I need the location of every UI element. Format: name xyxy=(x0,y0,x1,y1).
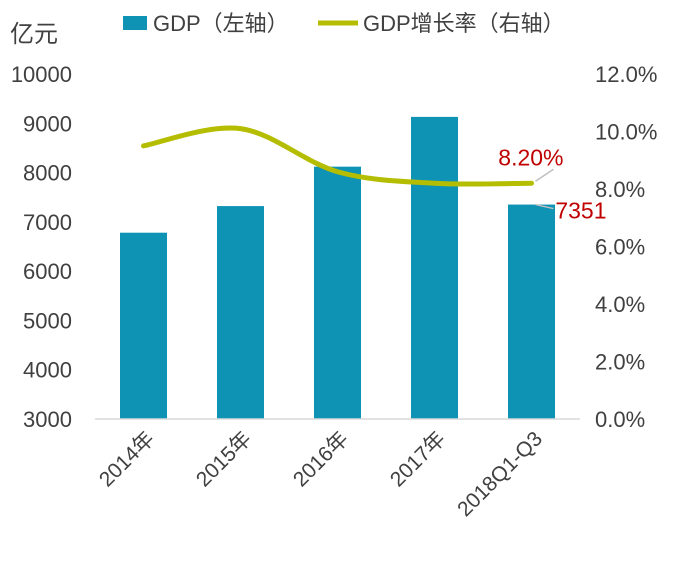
right-y-tick-label: 10.0% xyxy=(595,120,657,145)
annotation-leader xyxy=(535,168,554,182)
annotation-leader xyxy=(535,203,554,210)
gdp-bar xyxy=(411,116,458,419)
left-y-tick-label: 9000 xyxy=(23,111,72,136)
left-y-tick-label: 3000 xyxy=(23,407,72,432)
x-axis: 2014年 2015年 2016年 2017年 2018Q1-Q3 xyxy=(95,427,547,521)
legend: GDP（左轴） GDP增长率（右轴） xyxy=(123,11,565,36)
right-y-tick-label: 8.0% xyxy=(595,177,645,202)
gdp-annotation-label: 7351 xyxy=(555,198,606,224)
left-y-tick-label: 7000 xyxy=(23,210,72,235)
gdp-bar xyxy=(508,204,555,419)
annotations: 8.20% 7351 xyxy=(498,144,606,223)
bar-series xyxy=(120,116,555,419)
x-tick-label: 2015年 xyxy=(192,427,256,491)
right-y-tick-label: 2.0% xyxy=(595,350,645,375)
left-y-axis: 3000 4000 5000 6000 7000 8000 9000 10000 xyxy=(11,62,72,432)
gdp-bar xyxy=(217,206,264,419)
legend-label-growth: GDP增长率（右轴） xyxy=(363,11,565,36)
left-y-tick-label: 6000 xyxy=(23,259,72,284)
left-y-tick-label: 4000 xyxy=(23,358,72,383)
right-y-axis: 0.0% 2.0% 4.0% 6.0% 8.0% 10.0% 12.0% xyxy=(595,62,657,432)
growth-line-series xyxy=(141,125,534,187)
right-y-tick-label: 12.0% xyxy=(595,62,657,87)
gdp-bar xyxy=(314,166,361,419)
left-y-tick-label: 5000 xyxy=(23,308,72,333)
right-y-tick-label: 6.0% xyxy=(595,235,645,260)
left-y-tick-label: 10000 xyxy=(11,62,72,87)
gdp-bar xyxy=(120,232,167,419)
x-tick-label: 2014年 xyxy=(95,427,159,491)
right-y-tick-label: 0.0% xyxy=(595,407,645,432)
left-y-tick-label: 8000 xyxy=(23,161,72,186)
growth-line xyxy=(141,125,534,187)
right-y-tick-label: 4.0% xyxy=(595,292,645,317)
x-tick-label: 2018Q1-Q3 xyxy=(453,427,547,521)
y-unit-label: 亿元 xyxy=(10,21,58,48)
x-tick-label: 2016年 xyxy=(289,427,353,491)
legend-swatch-gdp xyxy=(123,16,147,30)
x-tick-label: 2017年 xyxy=(386,427,450,491)
growth-annotation-label: 8.20% xyxy=(498,144,563,170)
legend-label-gdp: GDP（左轴） xyxy=(153,11,289,36)
